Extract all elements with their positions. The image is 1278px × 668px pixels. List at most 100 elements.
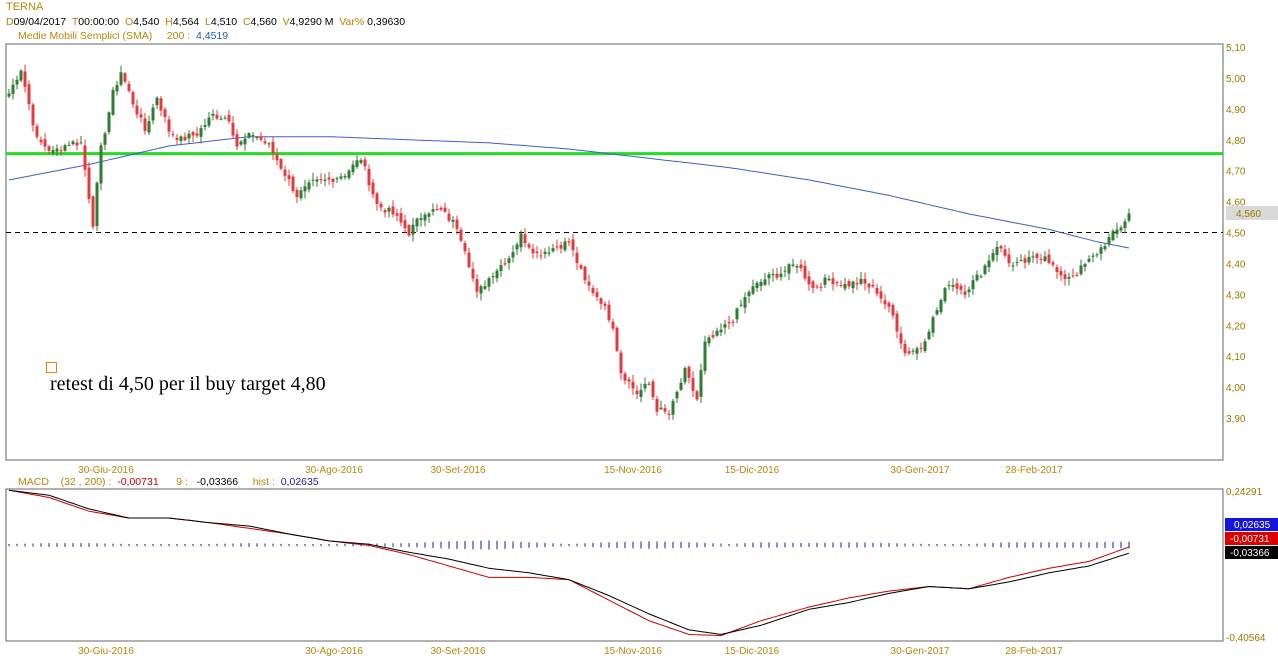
candle-body (567, 241, 571, 243)
candle-body (643, 383, 647, 389)
date-label-bottom: 30-Giu-2016 (78, 646, 134, 657)
candle-body (231, 122, 235, 136)
var-value: 0,39630 (367, 16, 406, 28)
sma-period: 200 : (166, 30, 191, 42)
candle-body (75, 142, 79, 146)
candle-body (367, 168, 371, 186)
date-label-top: 30-Giu-2016 (78, 465, 134, 476)
candle-body (215, 114, 219, 119)
candle-body (915, 348, 919, 354)
candle-body (631, 381, 635, 389)
date-label-top: 15-Dic-2016 (725, 465, 780, 476)
candle-body (947, 285, 951, 287)
candle-body (327, 177, 331, 180)
candle-body (147, 121, 151, 133)
price-axis: 5,10 5,00 4,90 4,80 4,70 4,60 4,50 4,40 4,30 4,20… (1226, 43, 1246, 425)
candle-body (443, 207, 447, 212)
candle-body (383, 210, 387, 213)
candle-body (131, 92, 135, 105)
candle-body (751, 286, 755, 294)
candle-body (371, 182, 375, 195)
date-label-bottom: 15-Nov-2016 (604, 646, 662, 657)
candle-body (591, 288, 595, 294)
candle-body (311, 179, 315, 181)
candle-body (139, 114, 143, 118)
candle-body (987, 260, 991, 268)
candle-body (555, 246, 559, 248)
candle-body (27, 84, 31, 105)
candle-body (967, 289, 971, 293)
candle-body (895, 313, 899, 332)
candle-body (35, 126, 39, 137)
candle-body (95, 182, 99, 226)
candle-body (1095, 254, 1099, 256)
candle-body (203, 125, 207, 127)
candle-body (855, 283, 859, 285)
candle-body (795, 266, 799, 268)
candle-body (963, 291, 967, 295)
candle-body (119, 72, 123, 85)
candle-body (875, 287, 879, 294)
candle-body (659, 407, 663, 410)
signal-value-box (1225, 546, 1278, 559)
open-key: O (124, 16, 134, 28)
candle-body (319, 179, 323, 181)
candle-body (51, 149, 55, 153)
candle-body (247, 133, 251, 138)
date-label-bottom: 30-Ago-2016 (305, 646, 363, 657)
candle-body (1019, 259, 1023, 261)
candle-body (879, 291, 883, 299)
candle-body (375, 193, 379, 205)
candle-body (183, 136, 187, 141)
candle-body (919, 347, 923, 349)
candle-body (431, 209, 435, 212)
candle-body (387, 207, 391, 212)
candle-body (299, 190, 303, 199)
signal-value-label: -0,03366 (1230, 548, 1270, 559)
candle-body (411, 224, 415, 235)
candle-body (511, 252, 515, 258)
candle-body (391, 206, 395, 215)
candle-body (767, 274, 771, 279)
candle-body (339, 176, 343, 179)
candle-body (927, 331, 931, 340)
low-key: L (204, 16, 211, 28)
candle-body (907, 351, 911, 354)
candle-body (467, 252, 471, 268)
candle-body (227, 114, 231, 122)
candle-body (23, 71, 27, 87)
candle-body (755, 282, 759, 288)
candle-body (1063, 274, 1067, 280)
candle-body (359, 160, 363, 163)
candle-body (719, 329, 723, 333)
candle-body (863, 278, 867, 284)
candle-body (943, 288, 947, 302)
candle-body (535, 251, 539, 254)
candle-body (239, 141, 243, 145)
candle-body (99, 145, 103, 184)
signal-period: 9 : (176, 476, 188, 488)
date-value: 09/04/2017 (13, 16, 67, 28)
candle-body (611, 321, 615, 329)
candle-body (267, 143, 271, 145)
candle-body (1059, 271, 1063, 276)
candle-body (763, 279, 767, 285)
annotation-text: retest di 4,50 per il buy target 4,80 (50, 373, 326, 395)
price-tick-label: 4,50 (1226, 229, 1246, 240)
candle-body (1047, 254, 1051, 264)
candle-body (663, 408, 667, 412)
candle-body (355, 160, 359, 168)
macd-line (8, 489, 1130, 635)
candle-body (395, 213, 399, 216)
candle-body (295, 189, 299, 198)
macd-value: -0,00731 (117, 476, 159, 488)
candle-body (843, 283, 847, 289)
candle-body (571, 239, 575, 250)
candle-body (331, 178, 335, 183)
candle-body (1031, 256, 1035, 258)
candle-body (179, 136, 183, 142)
candle-body (211, 113, 215, 116)
candle-body (83, 145, 87, 170)
candle-body (479, 286, 483, 294)
